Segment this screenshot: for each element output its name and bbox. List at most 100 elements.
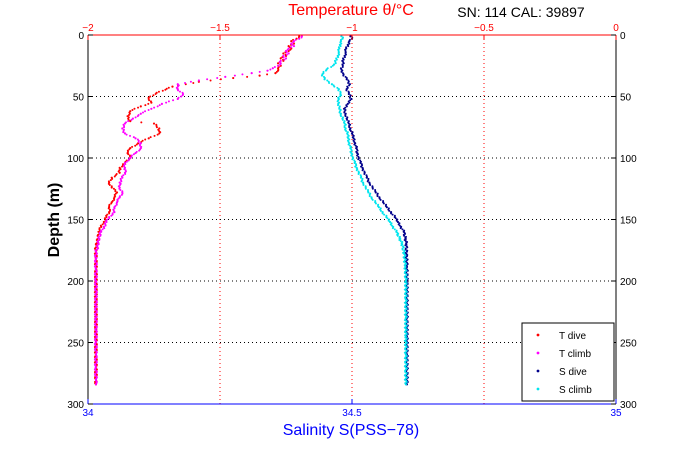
data-point [330,65,333,68]
data-point [399,240,402,243]
data-point [340,35,343,38]
data-point [337,56,340,59]
data-point [404,361,407,364]
data-point [104,224,107,227]
data-point [388,209,391,212]
data-point [134,151,137,155]
right-tick-label: 100 [620,154,637,165]
data-point [273,65,276,68]
data-point [300,36,303,39]
data-point [404,285,407,288]
right-tick-label: 250 [620,339,637,350]
left-tick-label: 150 [67,216,84,227]
data-point [402,260,405,263]
left-tick-label: 300 [67,400,84,411]
data-point [348,96,351,99]
data-point [356,154,359,157]
data-point [152,94,155,97]
data-point [347,122,350,125]
data-point [351,158,354,161]
data-point [279,57,282,60]
data-point [276,64,280,67]
data-point [266,73,269,76]
data-point [340,70,343,73]
data-point [405,333,408,336]
data-point [127,159,130,162]
data-point [348,101,351,104]
data-point [290,40,293,43]
data-point [105,220,108,224]
data-point [282,56,285,59]
data-point [405,263,408,265]
data-point [108,217,111,220]
data-point [156,133,159,136]
data-point [134,137,137,140]
data-point [342,58,345,61]
data-point [379,209,382,212]
data-point [353,161,356,165]
data-point [147,102,150,105]
data-point [403,319,406,322]
data-point [335,58,338,61]
data-point [164,88,167,91]
data-point [394,217,397,220]
data-point [216,77,219,80]
data-point [149,136,152,139]
data-point [291,43,294,46]
data-point [367,191,370,194]
data-point [399,227,402,230]
data-point [233,74,236,77]
data-point [377,206,381,209]
data-point [120,180,123,183]
data-point [165,101,168,104]
data-point [285,51,288,54]
data-point [359,176,363,179]
data-point [344,123,347,126]
data-point [101,228,104,231]
data-point [289,48,292,51]
data-point [101,223,104,226]
data-point [269,68,272,71]
data-point [155,126,158,129]
data-point [209,79,212,82]
top-tick-label: 0 [613,23,619,34]
data-point [405,308,408,311]
data-point [405,381,408,384]
data-point [111,213,114,216]
data-point [153,134,156,137]
data-point [119,188,122,191]
data-point [391,213,394,216]
data-point [403,357,406,360]
data-point [404,323,407,326]
data-point [232,76,235,80]
y-axis-label: Depth (m) [46,183,63,258]
data-point [405,290,408,293]
data-point [189,80,192,83]
data-point [354,144,357,147]
data-point [323,78,326,81]
data-point [404,370,407,373]
data-point [340,42,343,45]
data-point [283,58,286,61]
data-point [246,75,249,78]
legend-marker [536,333,540,337]
data-point [403,331,406,334]
data-point [340,115,343,118]
data-point [156,105,159,108]
data-point [350,97,353,101]
data-point [347,134,350,137]
data-point [338,107,341,110]
data-point [130,118,133,121]
data-point [341,37,344,40]
data-point [110,214,113,217]
data-point [356,149,359,152]
data-point [122,174,125,177]
data-point [366,180,369,183]
legend-marker [536,369,540,373]
data-point [118,171,121,174]
data-point [224,75,227,78]
data-point [406,246,409,249]
data-point [131,117,134,120]
data-point [337,104,339,107]
data-point [132,136,135,139]
